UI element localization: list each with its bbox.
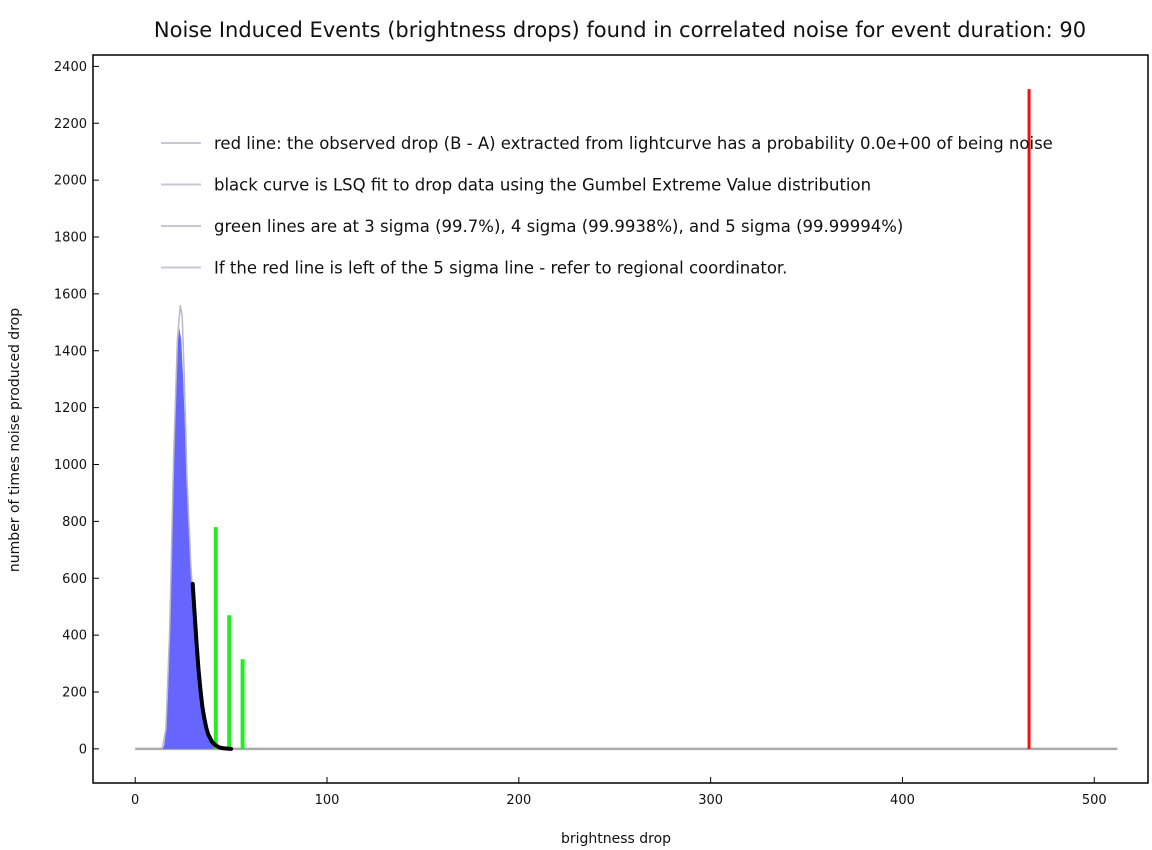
x-tick-label: 200 (506, 793, 531, 808)
legend-entry: If the red line is left of the 5 sigma l… (214, 259, 787, 278)
y-tick-label: 2200 (54, 117, 87, 132)
x-tick-label: 300 (698, 793, 723, 808)
y-tick-label: 1800 (54, 231, 87, 246)
y-tick-label: 2000 (54, 174, 87, 189)
y-axis-ticks: 0 200 400 600 800 1000 1200 1400 1600 1800 2000 220… (54, 60, 99, 757)
y-tick-label: 200 (62, 686, 87, 701)
y-tick-label: 2400 (54, 60, 87, 75)
y-tick-label: 1200 (54, 401, 87, 416)
legend-entry: black curve is LSQ fit to drop data usin… (214, 176, 871, 195)
legend-entry: red line: the observed drop (B - A) extr… (214, 134, 1053, 153)
plot-frame (92, 54, 1149, 784)
y-tick-label: 1600 (54, 287, 87, 302)
y-tick-label: 400 (62, 629, 87, 644)
legend: red line: the observed drop (B - A) extr… (161, 134, 1053, 278)
chart-title: Noise Induced Events (brightness drops) … (154, 18, 1086, 42)
data-marks (135, 89, 1118, 751)
gumbel-fit-curve (190, 581, 234, 751)
y-axis-label: number of times noise produced drop (7, 308, 23, 572)
x-tick-label: 400 (890, 793, 915, 808)
legend-entry: green lines are at 3 sigma (99.7%), 4 si… (214, 217, 903, 236)
x-axis-label: brightness drop (561, 831, 671, 847)
x-tick-label: 100 (315, 793, 340, 808)
y-tick-label: 1000 (54, 458, 87, 473)
y-tick-label: 0 (79, 742, 87, 757)
x-axis-ticks: 0 100 200 300 400 500 (131, 777, 1107, 808)
x-tick-label: 500 (1082, 793, 1107, 808)
x-tick-label: 0 (131, 793, 139, 808)
y-tick-label: 600 (62, 572, 87, 587)
y-tick-label: 1400 (54, 344, 87, 359)
y-tick-label: 800 (62, 515, 87, 530)
